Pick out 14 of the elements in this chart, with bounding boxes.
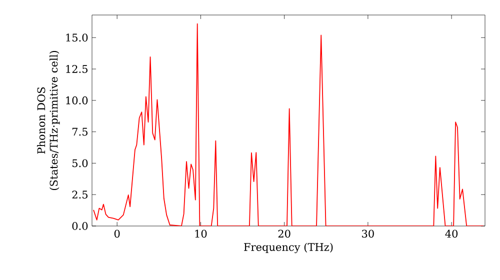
y-axis-title: Phonon DOS (States/THz·primitive cell) (37, 50, 60, 190)
x-tick-label: 10 (195, 230, 207, 238)
x-tick-label: 40 (445, 230, 458, 238)
x-axis-title: Frequency (THz) (244, 242, 333, 254)
y-tick-label: 5.0 (72, 159, 88, 168)
y-tick-label: 10.0 (66, 96, 88, 104)
x-tick-label: 20 (278, 230, 290, 238)
y-tick-label: 0.0 (72, 222, 88, 230)
x-tick-label: 0 (114, 230, 120, 238)
x-tick-label: 30 (362, 230, 374, 238)
y-tick-label: 2.5 (72, 190, 88, 199)
y-tick-label: 7.5 (72, 128, 88, 136)
y-tick-label: 15.0 (66, 34, 88, 42)
y-tick-label: 12.5 (66, 65, 88, 73)
